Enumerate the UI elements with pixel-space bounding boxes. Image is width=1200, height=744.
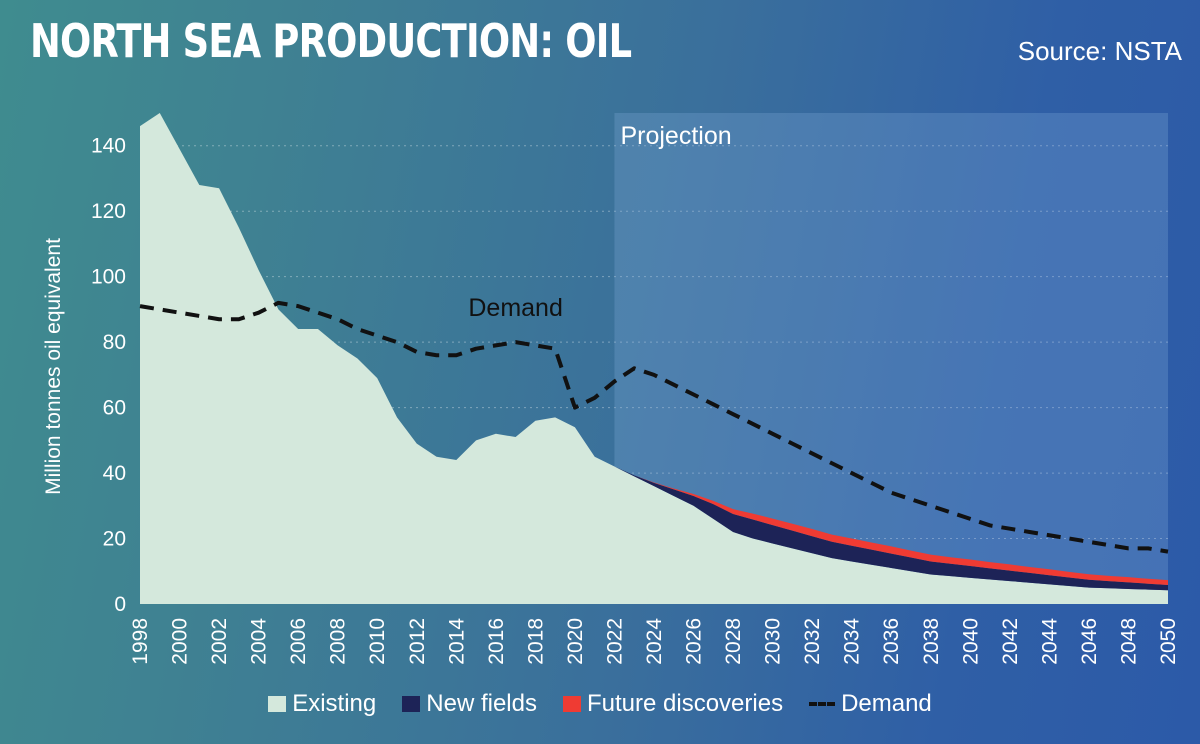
area-new-fields — [614, 466, 1168, 591]
x-tick-label: 2014 — [445, 618, 468, 665]
legend-label-new-fields: New fields — [426, 690, 537, 717]
x-tick-label: 2034 — [841, 618, 864, 665]
legend-label-future-discoveries: Future discoveries — [586, 690, 784, 717]
y-tick-label: 140 — [91, 135, 126, 158]
y-tick-label: 40 — [103, 462, 126, 485]
projection-label: Projection — [620, 122, 731, 150]
legend-swatch-demand — [809, 702, 836, 706]
x-tick-label: 2024 — [643, 618, 666, 665]
y-axis-title: Million tonnes oil equivalent — [42, 238, 65, 495]
x-tick-label: 2006 — [287, 618, 310, 665]
x-tick-label: 2002 — [208, 618, 231, 665]
legend-swatch-new-fields — [402, 696, 421, 712]
area-series — [140, 113, 1168, 604]
x-tick-label: 2042 — [999, 618, 1022, 665]
y-tick-label: 20 — [103, 528, 126, 551]
y-tick-label: 100 — [91, 266, 126, 289]
y-tick-label: 80 — [103, 331, 126, 354]
x-tick-label: 2050 — [1157, 618, 1180, 665]
x-tick-label: 2008 — [327, 618, 350, 665]
x-tick-label: 2010 — [366, 618, 389, 665]
x-tick-label: 2026 — [683, 618, 706, 665]
x-tick-label: 2000 — [169, 618, 192, 665]
x-axis-ticks: 1998 2000 2002 2004 2006 2008 2010 2012 2014 2016… — [129, 618, 1180, 665]
y-axis-ticks: 0 20 40 60 80 100 120 140 — [91, 135, 126, 616]
x-tick-label: 2012 — [406, 618, 429, 665]
y-tick-label: 120 — [91, 200, 126, 223]
x-tick-label: 2028 — [722, 618, 745, 665]
source-label: Source: NSTA — [1017, 36, 1182, 66]
x-tick-label: 2048 — [1117, 618, 1140, 665]
legend: Existing New fields Future discoveries D… — [0, 690, 1200, 718]
x-tick-label: 2040 — [959, 618, 982, 665]
x-tick-label: 2046 — [1078, 618, 1101, 665]
x-tick-label: 2030 — [762, 618, 785, 665]
legend-item-demand: Demand — [809, 690, 932, 718]
page-title: NORTH SEA PRODUCTION: OIL — [30, 14, 632, 68]
y-tick-label: 0 — [114, 593, 126, 616]
x-tick-label: 2022 — [603, 618, 626, 665]
x-tick-label: 2032 — [801, 618, 824, 665]
y-tick-label: 60 — [103, 397, 126, 420]
x-tick-label: 2018 — [524, 618, 547, 665]
x-tick-label: 2044 — [1038, 618, 1061, 665]
x-tick-label: 2004 — [248, 618, 271, 665]
x-tick-label: 1998 — [129, 618, 152, 665]
x-tick-label: 2020 — [564, 618, 587, 665]
legend-label-demand: Demand — [841, 690, 932, 717]
legend-item-existing: Existing — [268, 690, 376, 718]
legend-item-new-fields: New fields — [402, 690, 537, 718]
legend-swatch-future-discoveries — [562, 696, 581, 712]
legend-item-future-discoveries: Future discoveries — [562, 690, 784, 718]
legend-swatch-existing — [268, 696, 287, 712]
x-tick-label: 2036 — [880, 618, 903, 665]
area-existing — [140, 113, 1168, 604]
legend-label-existing: Existing — [292, 690, 377, 717]
demand-series — [139, 300, 1169, 554]
x-tick-label: 2038 — [920, 618, 943, 665]
demand-annotation: Demand — [468, 294, 563, 322]
x-tick-label: 2016 — [485, 618, 508, 665]
line-demand — [139, 300, 1169, 554]
